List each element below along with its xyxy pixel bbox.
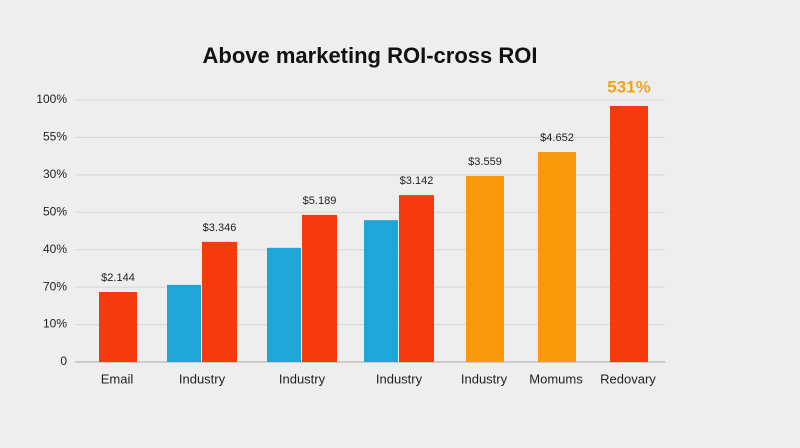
chart-title: Above marketing ROI-cross ROI xyxy=(203,43,538,68)
bar xyxy=(302,214,337,362)
annotation: $3.559 xyxy=(468,156,502,168)
annotation: $3.346 xyxy=(203,222,237,234)
bar xyxy=(538,152,576,362)
bar xyxy=(167,284,201,362)
y-tick-label: 40% xyxy=(43,242,67,256)
bar xyxy=(610,105,648,362)
bar xyxy=(99,292,137,362)
bar xyxy=(202,241,237,362)
x-tick-label: Redovary xyxy=(600,371,656,386)
x-tick-label: Industry xyxy=(376,371,423,386)
y-tick-label: 50% xyxy=(43,204,67,218)
bar xyxy=(399,195,434,362)
y-tick-label: 55% xyxy=(43,130,67,144)
y-tick-label: 0 xyxy=(60,354,67,368)
annotation: $2.144 xyxy=(101,272,135,284)
bar xyxy=(466,175,504,362)
x-tick-label: Industry xyxy=(179,371,226,386)
bar xyxy=(364,220,398,362)
annotation: $4.652 xyxy=(540,132,574,144)
bar xyxy=(267,247,301,362)
x-tick-label: Industry xyxy=(461,371,508,386)
annotation: 531% xyxy=(607,77,650,96)
y-tick-label: 100% xyxy=(36,92,67,106)
annotation: $5.189 xyxy=(303,195,337,207)
y-tick-label: 70% xyxy=(43,279,67,293)
x-tick-label: Email xyxy=(101,371,134,386)
x-tick-label: Momums xyxy=(529,371,583,386)
x-tick-label: Industry xyxy=(279,371,326,386)
annotation: $3.142 xyxy=(400,175,434,187)
y-tick-label: 30% xyxy=(43,167,67,181)
y-tick-label: 10% xyxy=(43,317,67,331)
